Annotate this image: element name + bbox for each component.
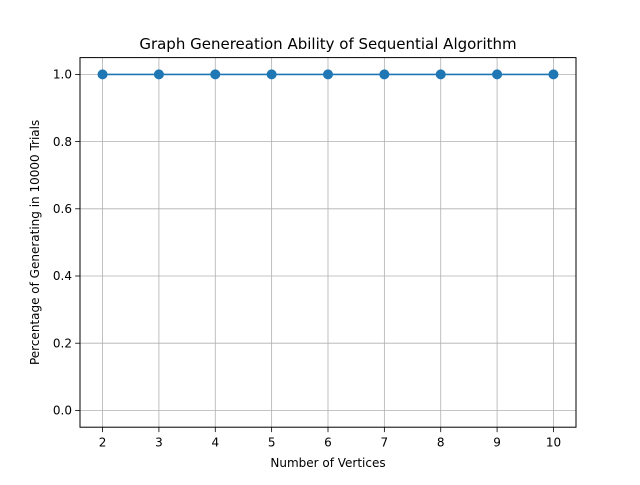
y-tick-label: 0.2 — [53, 336, 72, 350]
data-point — [435, 69, 446, 80]
x-tick-label: 9 — [493, 436, 501, 450]
x-tick-label: 10 — [546, 436, 561, 450]
y-tick-label: 0.4 — [53, 269, 72, 283]
y-tick-label: 0.0 — [53, 404, 72, 418]
x-axis-label: Number of Vertices — [270, 456, 385, 470]
grid — [80, 57, 576, 428]
x-tick-label: 2 — [99, 436, 107, 450]
data-point — [97, 69, 108, 80]
data-point — [153, 69, 164, 80]
y-tick-label: 1.0 — [53, 68, 72, 82]
axis-ticks: 2 3 4 5 6 7 8 9 10 0.0 0.2 0.4 0.6 0.8 1.0 — [53, 68, 561, 450]
x-tick-label: 7 — [381, 436, 389, 450]
series-layer — [97, 69, 559, 80]
data-point — [266, 69, 277, 80]
chart-title: Graph Genereation Ability of Sequential … — [139, 35, 516, 53]
plot-area-frame — [79, 57, 577, 428]
x-tick-label: 6 — [324, 436, 332, 450]
data-point — [379, 69, 390, 80]
x-tick-label: 8 — [437, 436, 445, 450]
data-point — [323, 69, 333, 80]
data-point — [492, 69, 503, 80]
y-tick-label: 0.8 — [53, 135, 72, 149]
data-point — [548, 69, 559, 80]
x-tick-label: 4 — [211, 436, 219, 450]
data-point — [210, 69, 221, 80]
x-tick-label: 5 — [268, 436, 276, 450]
y-axis-label: Percentage of Generating in 10000 Trials — [28, 120, 42, 365]
y-tick-label: 0.6 — [53, 202, 72, 216]
x-tick-label: 3 — [155, 436, 163, 450]
